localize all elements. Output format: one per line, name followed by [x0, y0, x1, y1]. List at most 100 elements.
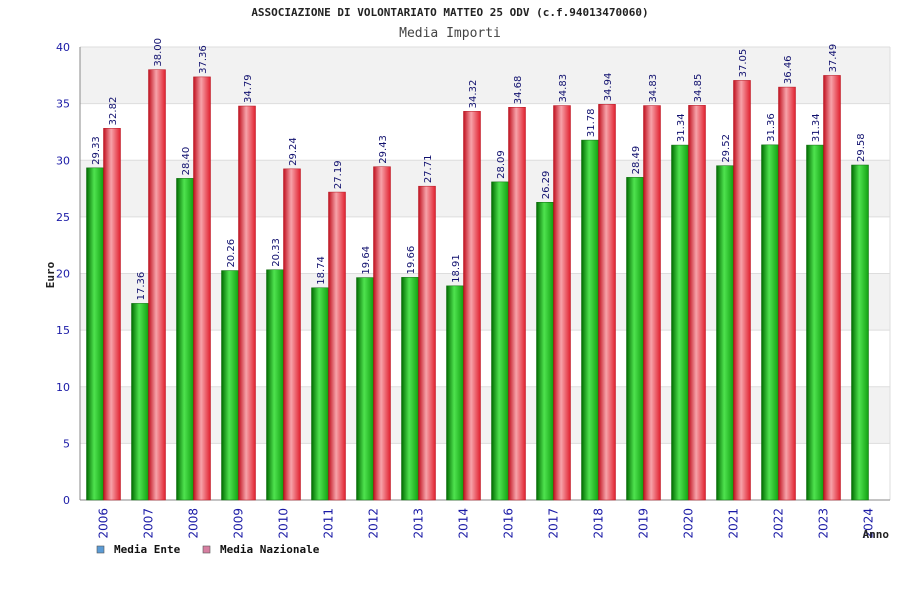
x-axis-label: Anno [863, 528, 890, 541]
data-label: 36.46 [783, 55, 794, 84]
bar-media-ente-2006 [86, 167, 104, 501]
chart-title: ASSOCIAZIONE DI VOLONTARIATO MATTEO 25 O… [251, 6, 648, 19]
bar-media-ente-2024 [851, 164, 869, 501]
y-tick-label: 25 [56, 211, 70, 224]
bar-media-ente-2017 [536, 202, 554, 501]
bar-media-nazionale-2010 [283, 168, 301, 501]
x-tick-label: 2008 [187, 508, 201, 539]
x-tick-label: 2014 [457, 508, 471, 539]
bar-media-nazionale-2011 [328, 191, 346, 501]
legend-label-media-nazionale: Media Nazionale [220, 543, 320, 556]
grid-band [80, 160, 890, 217]
grid-band [80, 273, 890, 331]
data-label: 37.36 [198, 45, 209, 74]
y-tick-label: 5 [63, 437, 70, 450]
grid [80, 46, 891, 500]
data-label: 28.40 [181, 147, 192, 176]
x-tick-label: 2020 [682, 508, 696, 539]
data-label: 29.52 [721, 134, 732, 163]
data-label: 34.68 [513, 76, 524, 105]
bar-media-nazionale-2018 [598, 104, 616, 501]
data-label: 17.36 [136, 272, 147, 301]
data-label: 34.85 [693, 74, 704, 103]
y-tick-label: 40 [56, 41, 70, 54]
x-tick-label: 2022 [772, 508, 786, 539]
bar-media-ente-2016 [491, 181, 509, 501]
data-label: 29.24 [288, 137, 299, 166]
data-label: 38.00 [153, 38, 164, 67]
y-axis-label: Euro [44, 261, 57, 288]
x-tick-label: 2006 [97, 508, 111, 539]
bar-media-nazionale-2022 [778, 86, 796, 501]
data-label: 26.29 [541, 171, 552, 200]
data-label: 37.05 [738, 49, 749, 78]
data-label: 34.83 [648, 74, 659, 103]
data-label: 20.26 [226, 239, 237, 268]
data-label: 27.71 [423, 155, 434, 184]
legend-swatch-media-ente [96, 545, 105, 554]
bar-media-ente-2022 [761, 144, 779, 501]
bar-media-nazionale-2013 [418, 185, 436, 501]
bar-media-ente-2023 [806, 144, 824, 501]
bars [86, 69, 869, 501]
x-tick-label: 2024 [862, 508, 876, 539]
data-label: 29.33 [91, 136, 102, 165]
bar-media-ente-2013 [401, 277, 419, 501]
x-tick-label: 2018 [592, 508, 606, 539]
data-label: 18.91 [451, 254, 462, 283]
bar-media-ente-2011 [311, 287, 329, 501]
bar-media-ente-2014 [446, 285, 464, 501]
bar-media-ente-2021 [716, 165, 734, 501]
data-label: 20.33 [271, 238, 282, 267]
data-label: 31.34 [811, 113, 822, 142]
x-tick-labels: 2006 2007 2008 2009 2010 2011 2012 2013 2014 2016… [97, 508, 876, 539]
chart-subtitle: Media Importi [399, 26, 501, 41]
x-tick-label: 2021 [727, 508, 741, 539]
grid-band [80, 47, 890, 104]
y-tick-label: 20 [56, 268, 70, 281]
data-labels: 29.33 32.82 17.36 38.00 28.40 37.36 20.26 34.79… [91, 38, 867, 300]
grid-band [80, 386, 890, 444]
bar-media-nazionale-2021 [733, 80, 751, 501]
y-tick-label: 30 [56, 154, 70, 167]
axes [79, 47, 890, 501]
bar-media-ente-2018 [581, 139, 599, 501]
legend: Media Ente Media Nazionale [96, 543, 320, 556]
data-label: 31.34 [676, 113, 687, 142]
x-tick-label: 2019 [637, 508, 651, 539]
bar-media-nazionale-2023 [823, 75, 841, 501]
data-label: 31.36 [766, 113, 777, 142]
bar-media-nazionale-2008 [193, 76, 211, 501]
data-label: 28.49 [631, 146, 642, 175]
data-label: 34.32 [468, 80, 479, 109]
bar-media-ente-2010 [266, 269, 284, 501]
bar-media-nazionale-2007 [148, 69, 166, 501]
y-tick-labels: 0 5 10 15 20 25 30 35 40 [56, 41, 70, 507]
data-label: 32.82 [108, 97, 119, 126]
x-tick-label: 2010 [277, 508, 291, 539]
bar-media-nazionale-2016 [508, 106, 526, 501]
data-label: 19.64 [361, 246, 372, 275]
data-label: 31.78 [586, 108, 597, 137]
x-tick-label: 2013 [412, 508, 426, 539]
data-label: 29.58 [856, 133, 867, 162]
y-tick-label: 15 [56, 324, 70, 337]
data-label: 29.43 [378, 135, 389, 164]
x-tick-label: 2012 [367, 508, 381, 539]
y-tick-label: 35 [56, 98, 70, 111]
data-label: 27.19 [333, 160, 344, 189]
y-tick-label: 0 [63, 494, 70, 507]
x-tick-label: 2011 [322, 508, 336, 539]
x-tick-label: 2016 [502, 508, 516, 539]
bar-media-nazionale-2009 [238, 105, 256, 501]
data-label: 19.66 [406, 246, 417, 275]
bar-media-ente-2019 [626, 177, 644, 501]
data-label: 28.09 [496, 150, 507, 179]
bar-media-nazionale-2019 [643, 105, 661, 501]
data-label: 34.94 [603, 73, 614, 102]
data-label: 34.79 [243, 74, 254, 103]
x-tick-label: 2009 [232, 508, 246, 539]
bar-media-ente-2008 [176, 178, 194, 501]
bar-media-nazionale-2017 [553, 105, 571, 501]
